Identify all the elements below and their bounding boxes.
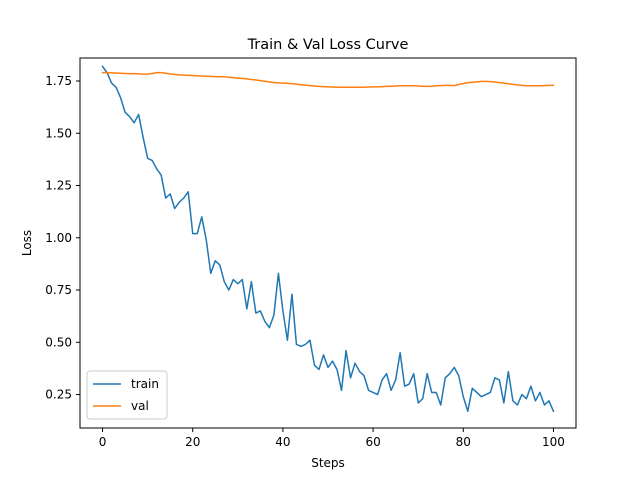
legend: train val [86,370,168,420]
legend-label-val: val [131,399,149,413]
y-tick-label: 1.50 [45,126,72,140]
y-tick-label: 0.50 [45,335,72,349]
legend-box [86,370,168,420]
legend-label-train: train [131,377,159,391]
y-tick-label: 1.00 [45,231,72,245]
y-tick-label: 1.75 [45,74,72,88]
series-layer [101,65,555,413]
x-tick-label: 80 [456,435,471,449]
plot-area [79,57,577,429]
x-axis-ticks: 0 20 40 60 80 100 [99,428,565,449]
x-tick-label: 40 [275,435,290,449]
y-axis-ticks: 0.25 0.50 0.75 1.00 1.25 1.50 1.75 [45,74,80,402]
y-tick-label: 1.25 [45,179,72,193]
axes-frame [79,57,577,429]
series-line-train [101,65,555,413]
series-line-val [101,71,555,89]
y-axis-label: Loss [20,230,34,256]
x-tick-label: 20 [185,435,200,449]
x-axis-label: Steps [311,456,345,470]
x-tick-label: 100 [542,435,565,449]
y-tick-label: 0.75 [45,283,72,297]
x-tick-label: 60 [365,435,380,449]
y-tick-label: 0.25 [45,388,72,402]
chart-title: Train & Val Loss Curve [247,37,409,53]
x-tick-label: 0 [99,435,107,449]
